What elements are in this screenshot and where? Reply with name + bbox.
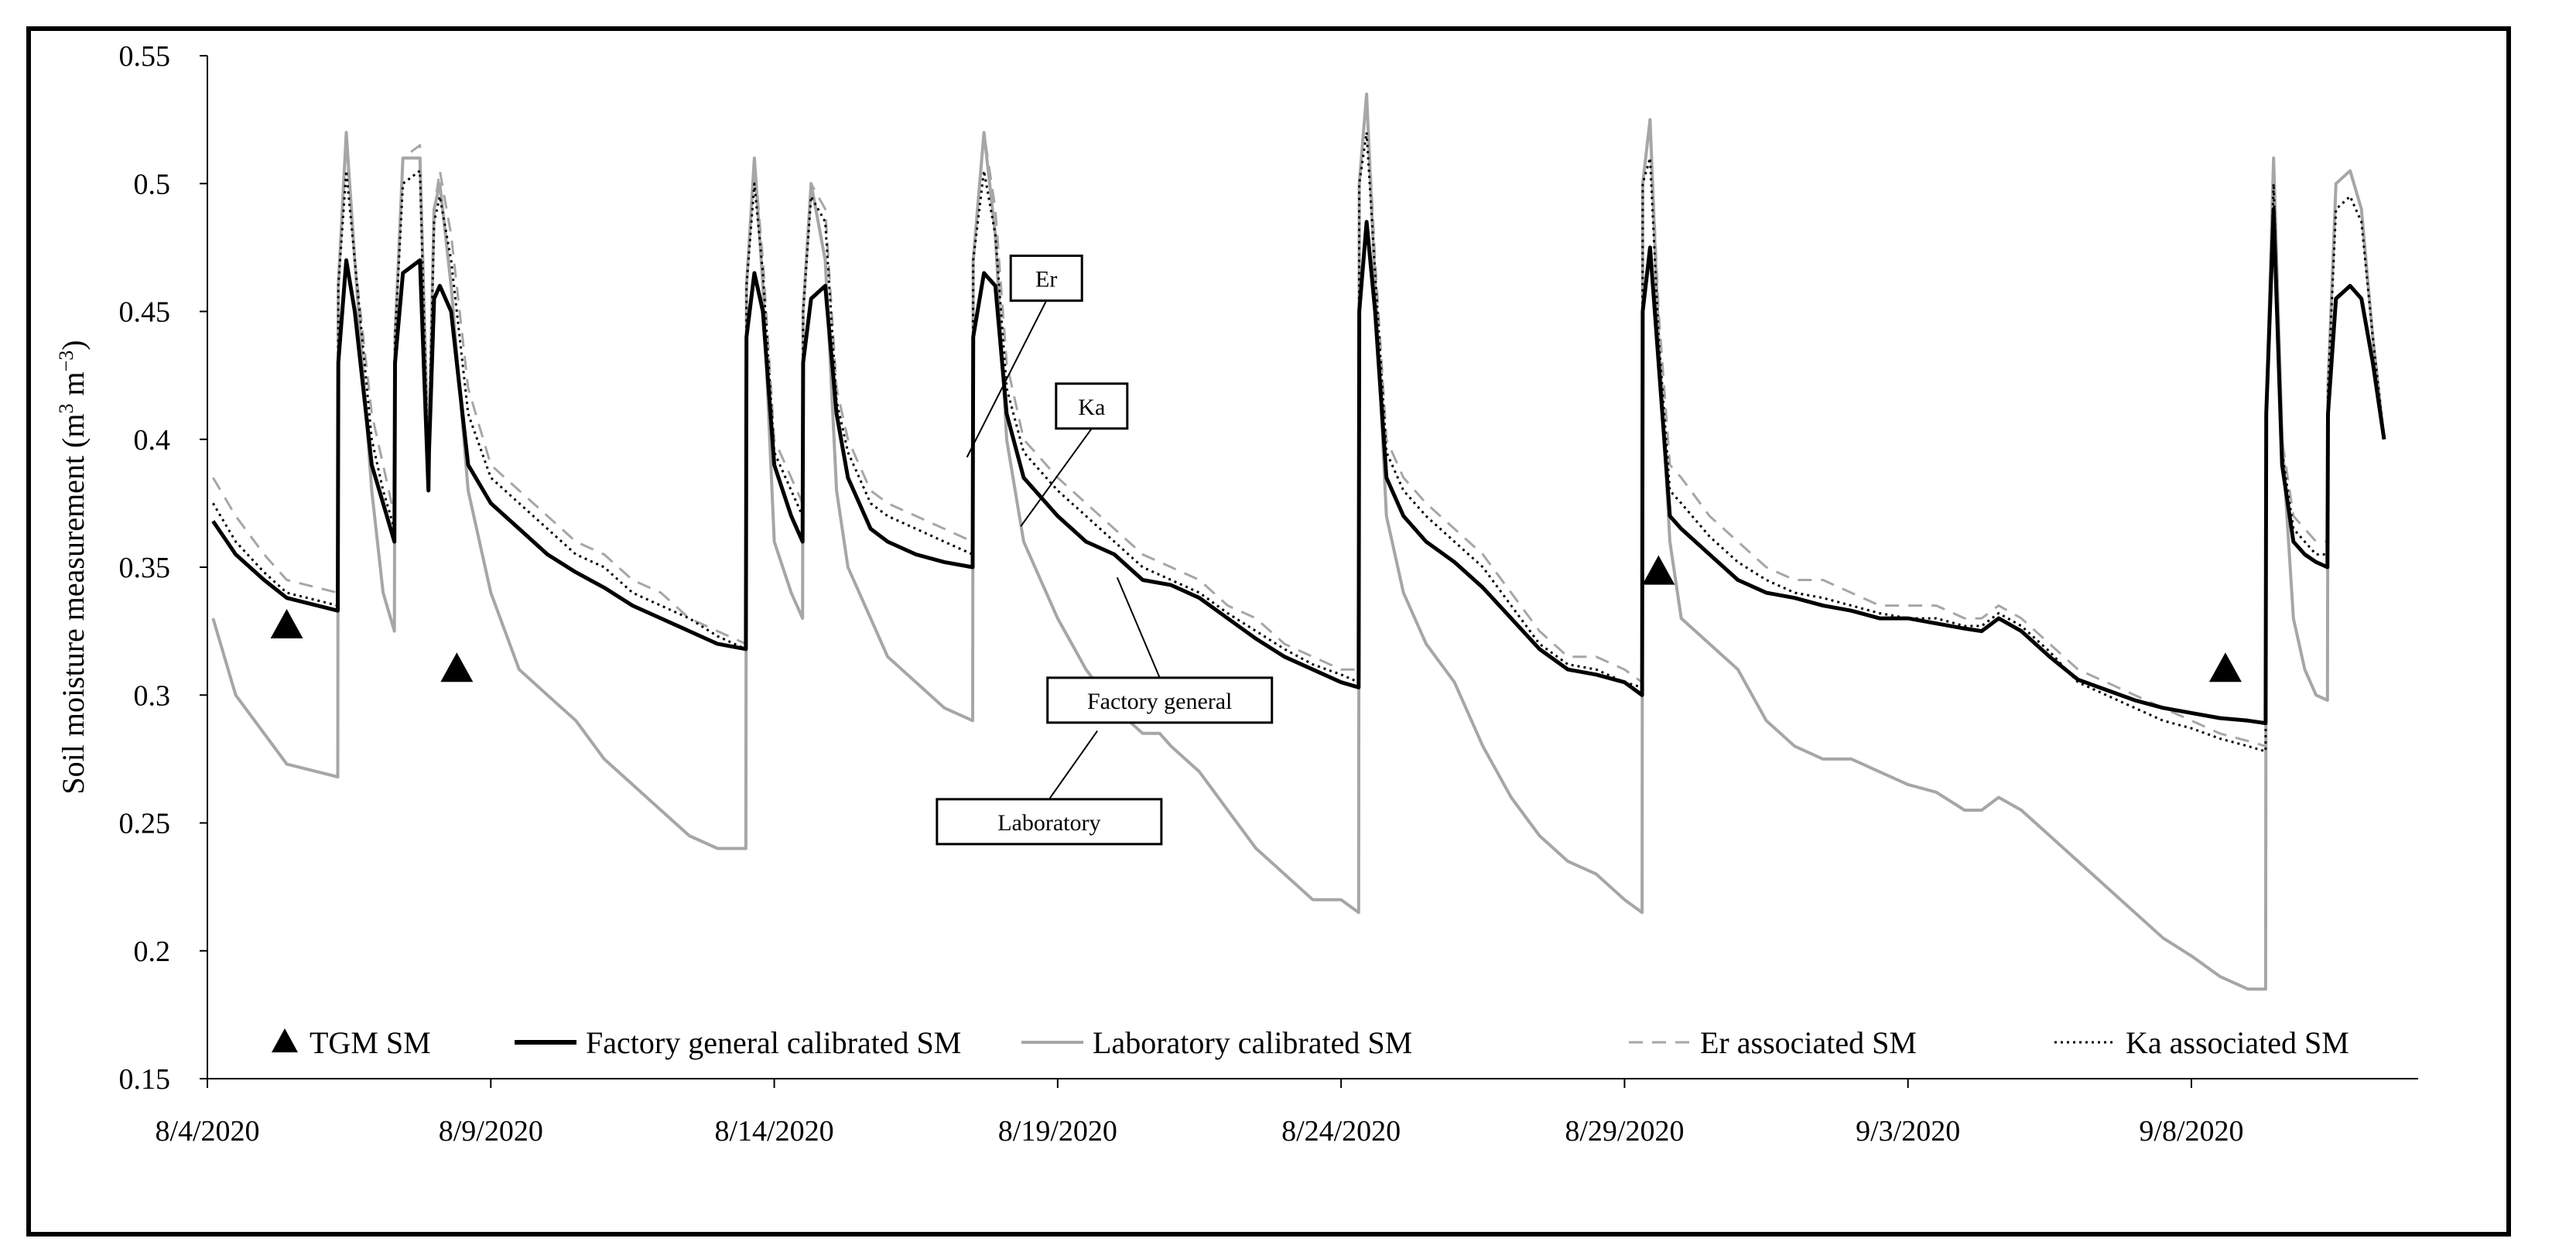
legend-item-factory-general-calibrated-sm: Factory general calibrated SM xyxy=(515,1025,961,1060)
callout-box xyxy=(936,798,1163,846)
callout-box xyxy=(1009,255,1083,303)
x-tick-labels: 8/4/2020 8/9/2020 8/14/2020 8/19/2020 8/24/2… xyxy=(155,1079,2244,1148)
y-tick-label: 0.3 xyxy=(134,679,171,712)
x-tick-label: 8/14/2020 xyxy=(715,1115,834,1148)
callout-label: Factory general xyxy=(1087,689,1232,714)
y-tick-label: 0.45 xyxy=(119,296,171,329)
series-factory-general-calibrated-sm-line xyxy=(211,207,2386,726)
y-tick-labels: 0.15 0.2 0.25 0.3 0.35 0.4 0.45 0.5 0.55 xyxy=(119,40,207,1096)
callout-box xyxy=(1055,382,1129,430)
legend: TGM SM Factory general calibrated SM Labor… xyxy=(272,1025,2349,1060)
y-tick-label: 0.15 xyxy=(119,1063,171,1096)
series-ka-associated-sm-line xyxy=(212,131,2386,753)
series-tgm-sm xyxy=(270,555,2242,682)
callout-label: Er xyxy=(1035,267,1057,292)
legend-item-laboratory-calibrated-sm: Laboratory calibrated SM xyxy=(1021,1025,1412,1060)
tgm-point-marker xyxy=(270,609,303,639)
x-tick-label: 9/8/2020 xyxy=(2139,1115,2243,1148)
figure-frame xyxy=(26,26,2511,1237)
y-tick-label: 0.5 xyxy=(134,168,171,200)
y-tick-label: 0.55 xyxy=(119,40,171,73)
y-axis-title: Soil moisture measurement (m3 m−3) xyxy=(55,340,91,794)
legend-label: TGM SM xyxy=(310,1025,431,1060)
x-tick-label: 8/24/2020 xyxy=(1281,1115,1401,1148)
legend-label: Factory general calibrated SM xyxy=(586,1025,961,1060)
legend-label: Laboratory calibrated SM xyxy=(1093,1025,1412,1060)
y-tick-label: 0.35 xyxy=(119,552,171,584)
callout-leader-line xyxy=(966,300,1048,458)
callout-leader-line xyxy=(1049,730,1098,800)
x-tick-label: 9/3/2020 xyxy=(1856,1115,1960,1148)
callout-label: Ka xyxy=(1078,395,1105,420)
x-tick-label: 8/19/2020 xyxy=(998,1115,1117,1148)
tgm-point-marker xyxy=(440,652,474,682)
callout-er: Er xyxy=(966,255,1083,458)
x-tick-label: 8/29/2020 xyxy=(1565,1115,1684,1148)
y-tick-label: 0.25 xyxy=(119,808,171,840)
callout-box xyxy=(1046,676,1274,724)
y-tick-label: 0.2 xyxy=(134,936,171,968)
legend-item-er-associated-sm: Er associated SM xyxy=(1629,1025,1917,1060)
legend-label: Ka associated SM xyxy=(2126,1025,2349,1060)
legend-label: Er associated SM xyxy=(1700,1025,1917,1060)
callout-factory-general: Factory general xyxy=(1046,576,1274,724)
series-laboratory-calibrated-sm-line xyxy=(211,92,2386,991)
legend-swatch-triangle xyxy=(272,1028,298,1052)
tgm-point-marker xyxy=(2208,652,2242,682)
callout-label: Laboratory xyxy=(997,810,1100,836)
tgm-point-marker xyxy=(1642,555,1675,585)
series-er-associated-sm-line xyxy=(212,93,2386,747)
x-tick-label: 8/4/2020 xyxy=(155,1115,259,1148)
y-tick-label: 0.4 xyxy=(134,424,171,457)
callout-leader-line xyxy=(1020,428,1093,527)
callout-laboratory: Laboratory xyxy=(936,730,1163,846)
x-tick-label: 8/9/2020 xyxy=(439,1115,543,1148)
callout-leader-line xyxy=(1116,576,1161,679)
legend-item-ka-associated-sm: Ka associated SM xyxy=(2054,1025,2349,1060)
callout-ka: Ka xyxy=(1020,382,1129,527)
legend-item-tgm-sm: TGM SM xyxy=(272,1025,431,1060)
